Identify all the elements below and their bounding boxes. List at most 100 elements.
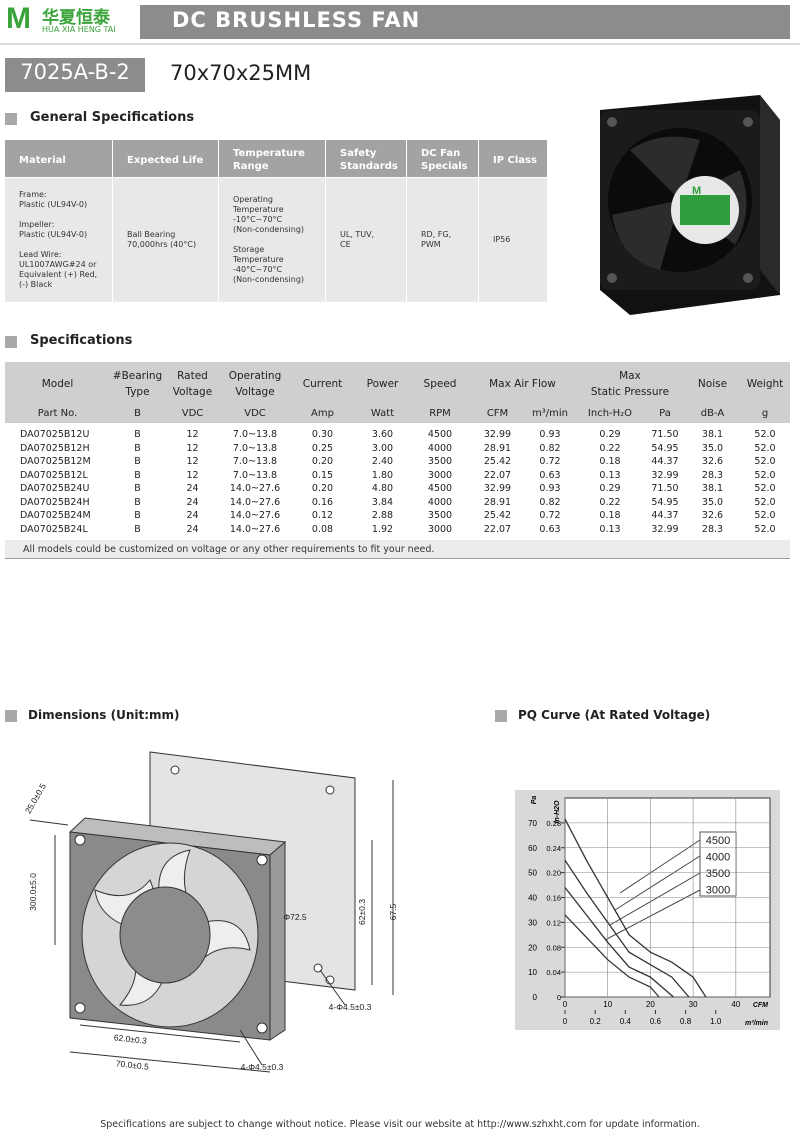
table-cell: 0.15: [311, 469, 334, 481]
table-cell: B: [134, 469, 141, 481]
table-cell: 0.22: [599, 496, 621, 508]
section-icon: [5, 113, 17, 125]
y-tick-label: 60: [528, 844, 537, 853]
table-header-cell: Power: [366, 378, 399, 390]
table-cell: 0.22: [599, 442, 621, 454]
y-tick-label: 30: [528, 918, 537, 927]
dimension-label: 67.5: [388, 903, 398, 920]
table-cell: 4000: [427, 496, 453, 508]
table-cell: 12: [186, 456, 199, 467]
dimension-label: 300.0±5.0: [28, 873, 38, 911]
table-cell: B: [134, 442, 141, 454]
dimension-label: Φ72.5: [283, 912, 307, 922]
model-size: 70x70x25MM: [170, 61, 312, 85]
table-cell: 35.0: [701, 442, 724, 454]
legend-leaders: [604, 839, 701, 941]
table-cell: 4.80: [371, 483, 394, 494]
y-axis-title: Pa: [531, 796, 538, 805]
dimension-drawing: [29, 751, 394, 1073]
table-cell: 54.95: [651, 496, 679, 508]
table-cell: 71.50: [651, 429, 679, 440]
table-cell: 0.93: [539, 483, 561, 494]
table-cell: 12: [186, 469, 199, 481]
table-cell: 0.25: [311, 442, 334, 454]
legend-label: 3500: [706, 868, 730, 880]
y2-tick-label: 0: [557, 993, 561, 1002]
table-cell: 4500: [427, 483, 453, 494]
table-cell: 0.29: [599, 429, 621, 440]
footer-note: Specifications are subject to change wit…: [100, 1119, 700, 1130]
legend-label: 3000: [706, 885, 730, 897]
table-cell: B: [134, 483, 141, 494]
y-tick-label: 20: [528, 943, 537, 952]
table-cell: 35.0: [701, 496, 724, 508]
y-tick-label: 50: [528, 869, 537, 878]
dimension-label: 4-Φ4.5±0.3: [329, 1002, 372, 1012]
table-cell: 0.18: [599, 510, 621, 521]
table-cell: 0.12: [311, 510, 334, 521]
legend-label: 4500: [706, 835, 730, 847]
table-cell: DA07025B12H: [20, 442, 90, 454]
table-cell: Frame: Plastic (UL94V-0) Impeller: Plast…: [5, 178, 112, 302]
banner-title: DC BRUSHLESS FAN: [172, 8, 421, 32]
table-header-cell: Operating Voltage: [228, 370, 282, 398]
table-cell: 0.30: [311, 429, 334, 440]
table-cell: DA07025B24L: [20, 523, 88, 535]
model-box: [5, 58, 145, 92]
table-cell: 52.0: [754, 496, 776, 508]
logo-en: HUA XIA HENG TAI: [42, 25, 116, 34]
x-tick-label: 0: [563, 1000, 568, 1009]
table-cell: 0.63: [539, 523, 561, 535]
y2-tick-label: 0.28: [546, 819, 561, 828]
model-name: 7025A-B-2: [20, 60, 130, 84]
unit-cell: VDC: [181, 408, 204, 419]
table-cell: 24: [186, 496, 199, 508]
unit-cell: Watt: [370, 408, 395, 419]
table-cell: 4500: [427, 429, 453, 440]
table-cell: 44.37: [651, 456, 679, 467]
legend-label: 4000: [706, 852, 730, 864]
table-header-cell: Model: [41, 378, 74, 390]
table-cell: 24: [186, 510, 199, 521]
table-cell: 7.0~13.8: [232, 456, 278, 467]
table-cell: 0.82: [539, 496, 561, 508]
unit-cell: B: [134, 408, 141, 419]
y2-tick-label: 0.08: [546, 943, 561, 952]
x2-tick-label: 0.2: [590, 1017, 602, 1026]
table-cell: 52.0: [754, 510, 776, 521]
table-cell: 52.0: [754, 456, 776, 467]
note-row: All models could be customized on voltag…: [5, 540, 790, 559]
table-cell: 38.1: [701, 483, 724, 494]
table-cell: DA07025B12U: [20, 429, 90, 440]
table-header-cell: IP Class: [479, 140, 547, 177]
table-header-cell: Rated Voltage: [172, 370, 213, 398]
table-cell: 22.07: [483, 469, 512, 481]
table-cell: 54.95: [651, 442, 679, 454]
unit-cell: dB-A: [700, 408, 725, 419]
table-cell: 3000: [427, 469, 453, 481]
dimension-label: 62±0.3: [357, 899, 367, 925]
table-cell: 32.99: [483, 429, 512, 440]
table-cell: 32.99: [651, 523, 679, 535]
x-tick-label: 20: [646, 1000, 655, 1009]
x2-tick-label: 1.0: [710, 1017, 722, 1026]
table-cell: 0.29: [599, 483, 621, 494]
table-header-cell: Speed: [423, 378, 457, 390]
y2-axis-title: In-H2O: [554, 800, 561, 824]
banner-bar: [140, 5, 790, 39]
table-cell: 3500: [427, 510, 453, 521]
table-cell: DA07025B24H: [20, 496, 90, 508]
unit-cell: VDC: [244, 408, 266, 419]
section-title: PQ Curve (At Rated Voltage): [518, 708, 711, 722]
table-cell: 0.72: [539, 510, 561, 521]
unit-cell: Part No.: [37, 408, 78, 419]
section-icon: [5, 336, 17, 348]
x-tick-label: 40: [731, 1000, 740, 1009]
y2-tick-label: 0.16: [546, 894, 561, 903]
table-cell: DA07025B24U: [20, 483, 90, 494]
table-cell: 0.20: [311, 483, 334, 494]
table-cell: 4000: [427, 442, 453, 454]
table-cell: 14.0~27.6: [229, 483, 281, 494]
table-cell: 0.72: [539, 456, 561, 467]
table-cell: B: [134, 510, 141, 521]
